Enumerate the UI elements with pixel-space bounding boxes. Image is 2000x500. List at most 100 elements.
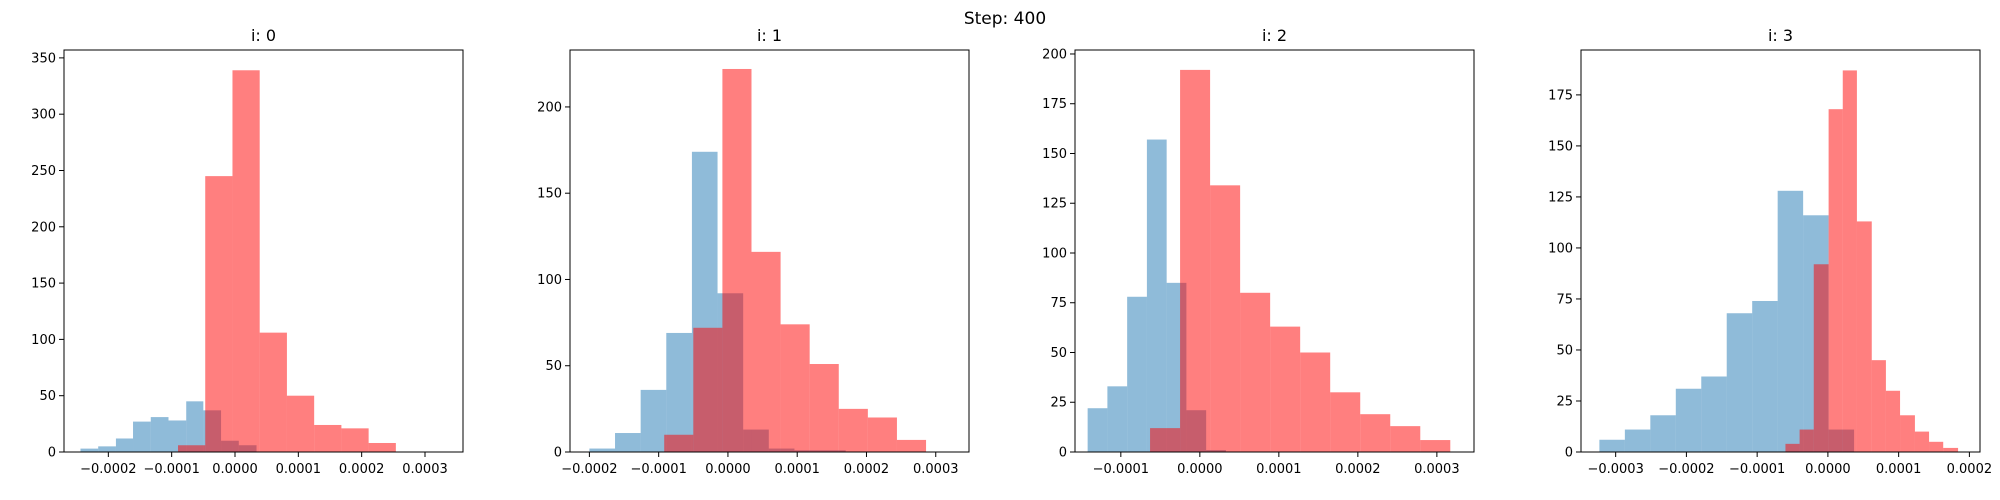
panel-title: i: 2 — [1262, 26, 1287, 45]
histogram-bar — [80, 448, 99, 452]
histogram-bar — [186, 401, 204, 452]
panel-title: i: 0 — [251, 26, 276, 45]
histogram-panel-3: −0.0003 −0.0002 −0.0001 0.0000 0.0001 0.0002 0… — [1548, 26, 1992, 477]
y-tick-label: 150 — [1548, 139, 1573, 154]
x-tick-label: 0.0000 — [1177, 462, 1223, 477]
x-tick-label: 0.0003 — [402, 462, 448, 477]
y-tick-label: 25 — [1050, 396, 1067, 411]
histogram-bar — [314, 424, 342, 452]
histogram-bar — [1146, 139, 1167, 453]
histogram-bar — [341, 428, 369, 452]
y-tick-label: 50 — [1556, 343, 1573, 358]
histogram-bar — [150, 417, 169, 452]
y-tick-label: 25 — [1556, 394, 1573, 409]
y-tick-label: 50 — [1050, 346, 1067, 361]
histogram-bar — [1900, 415, 1915, 452]
histogram-bar — [1726, 313, 1753, 452]
panel-title: i: 3 — [1768, 26, 1793, 45]
x-tick-label: −0.0002 — [1658, 462, 1714, 477]
y-tick-label: 200 — [1042, 47, 1067, 62]
y-tick-label: 150 — [31, 277, 56, 292]
histogram-bar — [1150, 428, 1181, 452]
x-tick-label: −0.0001 — [143, 462, 199, 477]
y-tick-label: 200 — [31, 220, 56, 235]
histogram-bar — [615, 433, 641, 452]
histogram-bar — [1087, 408, 1108, 452]
axes-frame — [569, 49, 970, 453]
histogram-bar — [1330, 392, 1361, 452]
y-tick-label: 175 — [1042, 97, 1067, 112]
x-tick-label: −0.0001 — [1093, 462, 1149, 477]
histogram-bar — [1701, 376, 1727, 452]
histogram-bar — [1943, 447, 1959, 452]
y-tick-label: 175 — [1548, 88, 1573, 103]
y-tick-label: 100 — [1548, 241, 1573, 256]
x-tick-label: 0.0003 — [913, 462, 959, 477]
figure-suptitle: Step: 400 — [964, 9, 1046, 29]
histogram-bar — [168, 420, 187, 452]
axes-frame — [1074, 49, 1475, 453]
x-tick-label: −0.0001 — [1729, 462, 1785, 477]
y-tick-label: 150 — [1042, 147, 1067, 162]
y-tick-label: 0 — [1059, 446, 1067, 461]
y-tick-label: 125 — [1042, 197, 1067, 212]
histogram-bar — [1842, 70, 1857, 452]
histogram-bar — [1180, 69, 1211, 453]
histogram-bar — [693, 327, 723, 452]
y-tick-label: 50 — [39, 389, 56, 404]
histogram-bar — [1420, 440, 1451, 452]
x-tick-label: −0.0002 — [561, 462, 617, 477]
histogram-bar — [1799, 429, 1814, 452]
histogram-bar — [1599, 439, 1625, 452]
histogram-panel-1: −0.0002 −0.0001 0.0000 0.0001 0.0002 0.0003 0 5… — [537, 26, 970, 477]
panel-title: i: 1 — [757, 26, 782, 45]
histogram-bar — [838, 408, 868, 452]
histogram-bar — [722, 68, 752, 452]
y-tick-label: 75 — [1050, 296, 1067, 311]
histogram-bar — [780, 324, 810, 452]
histogram-bar — [1360, 414, 1391, 452]
histogram-bar — [232, 70, 260, 453]
histogram-bar — [286, 395, 315, 452]
y-tick-label: 50 — [545, 359, 562, 374]
x-tick-label: −0.0001 — [630, 462, 686, 477]
y-tick-label: 150 — [537, 187, 562, 202]
histogram-bar — [133, 421, 151, 452]
histogram-bar — [1785, 443, 1800, 452]
y-tick-label: 100 — [537, 273, 562, 288]
y-tick-label: 350 — [31, 51, 56, 66]
histogram-bar — [1270, 326, 1301, 452]
y-tick-label: 200 — [537, 100, 562, 115]
histogram-bar — [1871, 360, 1886, 452]
x-tick-label: 0.0003 — [1414, 462, 1460, 477]
histogram-bar — [1675, 388, 1702, 452]
histogram-bar — [1856, 221, 1872, 452]
x-tick-label: 0.0000 — [212, 462, 258, 477]
histogram-bar — [1127, 296, 1147, 452]
y-tick-label: 0 — [554, 446, 562, 461]
histogram-bar — [1929, 441, 1944, 452]
histogram-bar — [115, 438, 134, 452]
histogram-bar — [1240, 292, 1271, 452]
histogram-bar — [1210, 185, 1241, 452]
y-tick-label: 0 — [1565, 446, 1573, 461]
histogram-bar — [1914, 431, 1930, 452]
histogram-bar — [1624, 429, 1651, 452]
x-tick-label: 0.0002 — [844, 462, 890, 477]
histogram-bar — [1828, 109, 1843, 453]
y-tick-label: 100 — [31, 333, 56, 348]
histogram-bar — [809, 364, 839, 452]
histogram-bar — [666, 332, 692, 452]
x-tick-label: 0.0001 — [276, 462, 322, 477]
x-tick-label: 0.0002 — [339, 462, 385, 477]
histogram-bar — [98, 446, 116, 452]
histogram-bar — [1650, 415, 1676, 452]
x-tick-label: 0.0001 — [1256, 462, 1302, 477]
histogram-bar — [867, 417, 897, 452]
x-tick-label: 0.0002 — [1335, 462, 1381, 477]
histogram-bar — [1752, 300, 1778, 452]
histogram-bar — [664, 434, 694, 452]
histogram-bar — [368, 442, 396, 452]
x-tick-label: 0.0001 — [774, 462, 820, 477]
